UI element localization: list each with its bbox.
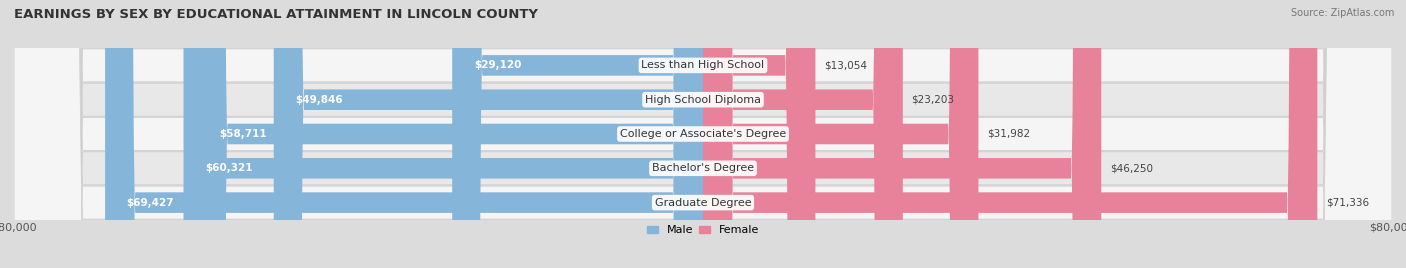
Text: College or Associate's Degree: College or Associate's Degree [620,129,786,139]
Text: $60,321: $60,321 [205,163,253,173]
FancyBboxPatch shape [14,0,1392,268]
Text: $58,711: $58,711 [219,129,267,139]
Text: Less than High School: Less than High School [641,60,765,70]
FancyBboxPatch shape [184,0,703,268]
Text: $23,203: $23,203 [911,95,955,105]
FancyBboxPatch shape [14,0,1392,268]
Text: $71,336: $71,336 [1326,198,1369,208]
FancyBboxPatch shape [197,0,703,268]
Text: Graduate Degree: Graduate Degree [655,198,751,208]
Text: High School Diploma: High School Diploma [645,95,761,105]
Text: Source: ZipAtlas.com: Source: ZipAtlas.com [1291,8,1395,18]
FancyBboxPatch shape [14,0,1392,268]
Text: $13,054: $13,054 [824,60,868,70]
FancyBboxPatch shape [14,0,1392,268]
Legend: Male, Female: Male, Female [643,221,763,240]
FancyBboxPatch shape [703,0,979,268]
Text: Bachelor's Degree: Bachelor's Degree [652,163,754,173]
Text: EARNINGS BY SEX BY EDUCATIONAL ATTAINMENT IN LINCOLN COUNTY: EARNINGS BY SEX BY EDUCATIONAL ATTAINMEN… [14,8,538,21]
FancyBboxPatch shape [453,0,703,268]
FancyBboxPatch shape [703,0,815,268]
FancyBboxPatch shape [703,0,1317,268]
Text: $29,120: $29,120 [474,60,522,70]
Text: $46,250: $46,250 [1109,163,1153,173]
FancyBboxPatch shape [14,0,1392,268]
FancyBboxPatch shape [703,0,1101,268]
Text: $49,846: $49,846 [295,95,343,105]
FancyBboxPatch shape [703,0,903,268]
FancyBboxPatch shape [105,0,703,268]
Text: $31,982: $31,982 [987,129,1031,139]
Text: $69,427: $69,427 [127,198,174,208]
FancyBboxPatch shape [274,0,703,268]
